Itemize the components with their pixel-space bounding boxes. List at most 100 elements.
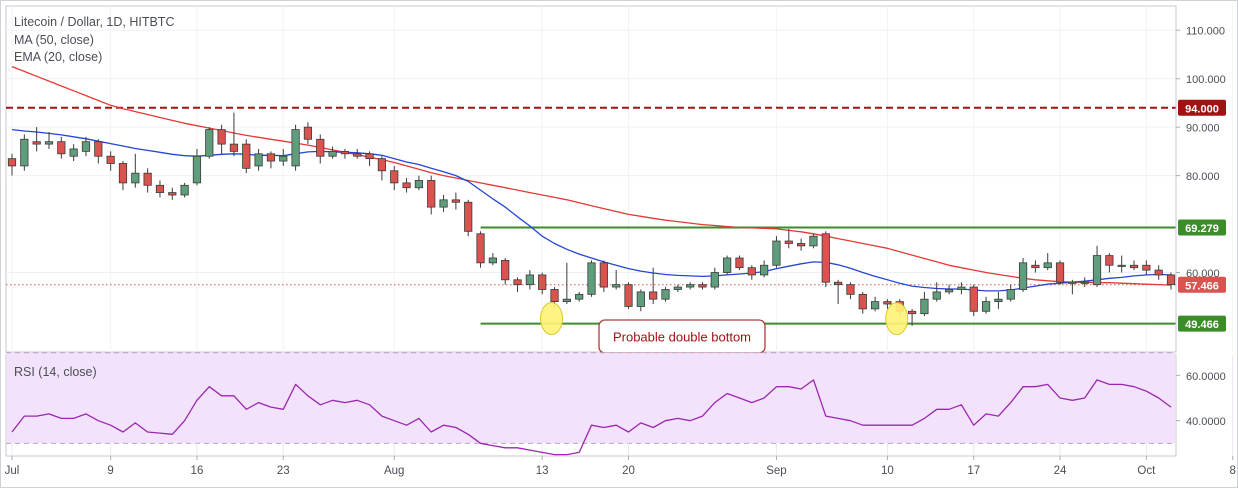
candle-up bbox=[279, 148, 288, 166]
rsi-axis-ticks: 60.0000 40.0000 bbox=[1176, 371, 1226, 428]
candle-body bbox=[44, 141, 54, 145]
candle-down bbox=[858, 291, 867, 314]
candle-body bbox=[390, 170, 399, 184]
candle-down bbox=[834, 279, 843, 305]
candle-down bbox=[797, 238, 806, 251]
candle-body bbox=[7, 158, 17, 167]
candle-up bbox=[957, 282, 966, 295]
price-level-badge bbox=[1178, 276, 1226, 293]
candle-down bbox=[365, 151, 374, 166]
candle-body bbox=[612, 284, 621, 288]
candle-body bbox=[476, 233, 485, 264]
candle-up bbox=[612, 270, 621, 290]
candle-body bbox=[1006, 289, 1015, 300]
rsi-tick-label: 40.0000 bbox=[1186, 416, 1226, 428]
candle-down bbox=[513, 277, 522, 292]
candle-down bbox=[155, 180, 165, 198]
candle-up bbox=[575, 291, 584, 302]
price-tick-label: 80.000 bbox=[1186, 171, 1220, 183]
candle-up bbox=[439, 194, 448, 212]
candle-body bbox=[131, 172, 140, 184]
double-bottom-markers bbox=[540, 302, 909, 336]
candle-down bbox=[624, 282, 633, 309]
candle-up bbox=[69, 144, 78, 162]
candle-down bbox=[907, 308, 917, 326]
candle-body bbox=[871, 301, 880, 310]
candle-down bbox=[883, 299, 892, 309]
candle-body bbox=[1166, 274, 1176, 286]
rsi-tick-label: 60.0000 bbox=[1186, 371, 1226, 383]
candle-body bbox=[57, 141, 66, 155]
candle-body bbox=[402, 182, 411, 189]
candle-down bbox=[1055, 260, 1065, 285]
candle-body bbox=[994, 298, 1003, 303]
price-level-badge bbox=[1178, 315, 1226, 332]
candle-up bbox=[1068, 279, 1077, 295]
candle-down bbox=[698, 282, 707, 290]
candle-down bbox=[599, 260, 608, 292]
price-level-label: 94.000 bbox=[1185, 103, 1219, 115]
rsi-pane[interactable]: RSI (14, close) 60.0000 40.0000 bbox=[5, 352, 1234, 457]
candle-up bbox=[291, 124, 300, 171]
candle-down bbox=[242, 139, 251, 174]
candle-down bbox=[32, 127, 41, 152]
candles[interactable] bbox=[7, 112, 1176, 326]
candle-up bbox=[192, 148, 202, 186]
time-tick-label: 9 bbox=[107, 465, 113, 477]
candle-down bbox=[106, 151, 115, 171]
candle-up bbox=[661, 287, 670, 302]
time-tick-label: Sep bbox=[766, 465, 786, 477]
time-tick-label: 17 bbox=[967, 465, 980, 477]
candle-body bbox=[624, 284, 633, 307]
candle-body bbox=[254, 153, 263, 167]
candle-up bbox=[994, 291, 1003, 309]
candle-down bbox=[353, 148, 362, 159]
candle-body bbox=[1068, 281, 1077, 284]
candle-body bbox=[451, 199, 460, 203]
candle-body bbox=[686, 284, 695, 288]
candle-body bbox=[599, 262, 608, 288]
candle-up bbox=[587, 260, 596, 297]
candle-body bbox=[698, 284, 707, 288]
candle-body bbox=[1055, 262, 1065, 283]
candle-up bbox=[673, 284, 682, 292]
candle-down bbox=[451, 192, 460, 210]
candle-body bbox=[1129, 264, 1139, 269]
candle-down bbox=[476, 231, 485, 268]
candle-down bbox=[427, 175, 436, 215]
price-pane[interactable]: Probable double bottom Litecoin / Dollar… bbox=[5, 5, 1234, 354]
candle-body bbox=[883, 301, 892, 305]
candle-body bbox=[969, 286, 978, 312]
annotation-box[interactable]: Probable double bottom bbox=[598, 319, 766, 354]
price-level-label: 57.466 bbox=[1185, 280, 1219, 292]
candle-up bbox=[944, 284, 954, 295]
candle-up bbox=[1080, 277, 1089, 288]
candle-down bbox=[303, 122, 313, 145]
rsi-band bbox=[6, 352, 1176, 444]
candle-body bbox=[1031, 264, 1040, 269]
candle-down bbox=[821, 231, 830, 288]
time-tick-label: 20 bbox=[622, 465, 635, 477]
candle-body bbox=[907, 310, 917, 315]
candle-up bbox=[710, 267, 719, 290]
candle-body bbox=[439, 199, 448, 208]
candle-body bbox=[279, 155, 288, 162]
candle-body bbox=[1092, 255, 1102, 286]
candle-up bbox=[772, 236, 781, 268]
candle-up bbox=[414, 175, 423, 191]
candle-body bbox=[661, 289, 670, 300]
candle-up bbox=[981, 296, 991, 314]
candle-down bbox=[143, 168, 152, 193]
candle-down bbox=[217, 124, 226, 154]
candle-down bbox=[1166, 272, 1176, 290]
candle-up bbox=[932, 282, 941, 302]
candle-up bbox=[1092, 245, 1102, 288]
candle-body bbox=[920, 298, 929, 315]
time-axis[interactable]: Jul 9 16 23 Aug 13 20 Sep 10 17 24 Oct 8 bbox=[5, 455, 1236, 477]
candle-down bbox=[846, 282, 855, 300]
candle-down bbox=[340, 148, 350, 159]
candle-body bbox=[81, 141, 91, 152]
candle-body bbox=[562, 298, 571, 303]
